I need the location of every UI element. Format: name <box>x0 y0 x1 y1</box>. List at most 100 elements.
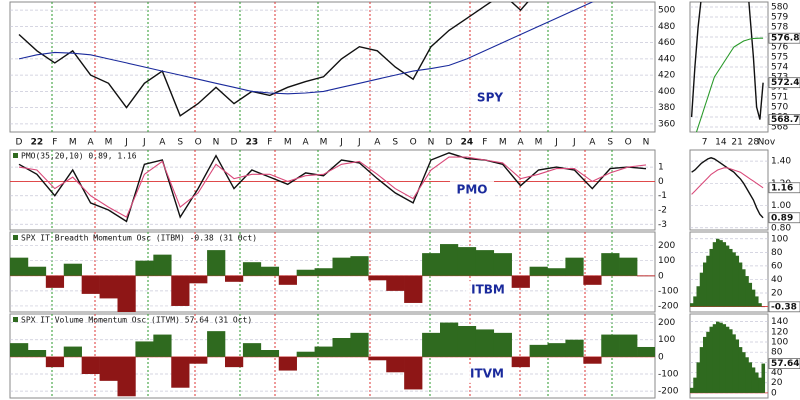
bar <box>260 266 280 276</box>
y-tick-label: 0.80 <box>771 223 791 233</box>
bar <box>735 255 740 307</box>
y-tick-label: -100 <box>658 286 679 296</box>
bar <box>386 275 405 291</box>
y-tick-label: 20 <box>771 378 783 388</box>
bar <box>699 347 704 393</box>
y-tick-label: 578 <box>771 23 788 33</box>
y-tick-label: 0 <box>658 271 664 281</box>
y-tick-label: 20 <box>771 289 783 299</box>
bar <box>735 339 740 393</box>
bar <box>440 322 459 357</box>
x-tick-label: J <box>572 138 576 148</box>
value-marker-label: 57.64 <box>771 359 799 369</box>
bar <box>690 303 694 307</box>
series-line <box>690 2 764 120</box>
y-tick-label: -3 <box>658 220 667 230</box>
x-tick-label: F <box>267 138 272 148</box>
bar <box>565 339 584 357</box>
plot-area <box>10 314 655 398</box>
annotation: SPY <box>477 91 503 105</box>
value-marker-label: 0.89 <box>771 213 793 223</box>
bar <box>296 269 315 276</box>
bar <box>475 329 495 357</box>
plot-area <box>690 238 768 308</box>
panel-title: PMO(35,20,10) 0.89, 1.16 <box>21 152 137 161</box>
bar <box>225 275 244 282</box>
x-tick-label: M <box>535 138 543 148</box>
y-tick-label: 568 <box>771 123 788 133</box>
y-tick-label: 100 <box>771 338 788 348</box>
bar <box>729 248 733 307</box>
bar <box>189 275 208 284</box>
bar <box>755 296 759 307</box>
value-marker <box>768 212 800 224</box>
x-tick-label: D <box>445 138 452 148</box>
bar <box>422 332 441 357</box>
value-marker-label: 1.16 <box>771 183 793 193</box>
bar <box>440 244 459 276</box>
bar <box>99 356 118 381</box>
bar <box>404 275 423 303</box>
bar <box>703 262 707 307</box>
bar <box>722 242 727 307</box>
bar <box>748 362 753 393</box>
bar <box>712 324 717 393</box>
plot-area <box>10 2 655 132</box>
bar <box>748 282 753 307</box>
y-tick-label: 571 <box>771 93 788 103</box>
y-tick-label: 80 <box>771 348 783 358</box>
bar <box>619 334 638 357</box>
y-tick-label: 40 <box>771 275 783 285</box>
y-tick-label: 0 <box>771 388 777 398</box>
x-tick-label: A <box>303 138 310 148</box>
bar <box>693 377 697 393</box>
bar <box>296 351 315 357</box>
value-marker-label: -0.38 <box>771 302 797 312</box>
bar <box>696 362 701 393</box>
x-tick-label: 23 <box>246 138 259 148</box>
bar <box>742 269 746 307</box>
x-tick-label: F <box>52 138 57 148</box>
y-tick-label: 80 <box>771 248 783 258</box>
bar <box>332 257 351 276</box>
x-tick-label: M <box>320 138 328 148</box>
bar <box>81 356 100 374</box>
y-tick-label: 100 <box>658 335 675 345</box>
bar <box>225 356 244 368</box>
bar <box>732 334 736 393</box>
bar <box>725 326 730 393</box>
bar <box>601 253 620 276</box>
bar <box>742 352 746 393</box>
bar <box>135 341 154 357</box>
bar <box>368 275 387 281</box>
bar <box>637 346 655 357</box>
y-tick-label: 0 <box>658 352 664 362</box>
x-tick-label: N <box>428 138 435 148</box>
annotation-box <box>466 281 510 299</box>
value-marker <box>768 358 800 369</box>
bar <box>529 344 548 357</box>
bar <box>386 356 405 373</box>
bar <box>207 331 226 357</box>
annotation: ITBM <box>471 283 505 297</box>
plot-area <box>10 232 655 312</box>
series-line <box>18 152 647 223</box>
y-tick-label: 380 <box>658 103 675 113</box>
value-marker <box>768 114 800 125</box>
bar <box>706 331 710 393</box>
bar <box>738 262 743 307</box>
bar <box>719 240 723 307</box>
y-tick-label: 200 <box>658 318 675 328</box>
x-tick-label: A <box>374 138 381 148</box>
bar <box>511 356 530 368</box>
bar <box>493 253 512 276</box>
bar <box>511 275 530 288</box>
bar <box>745 276 749 307</box>
bar <box>260 350 280 357</box>
y-tick-label: 120 <box>771 327 788 337</box>
y-tick-label: -200 <box>658 387 679 397</box>
y-tick-label: -1 <box>658 191 667 201</box>
title-icon <box>13 153 18 158</box>
bar <box>696 286 701 307</box>
